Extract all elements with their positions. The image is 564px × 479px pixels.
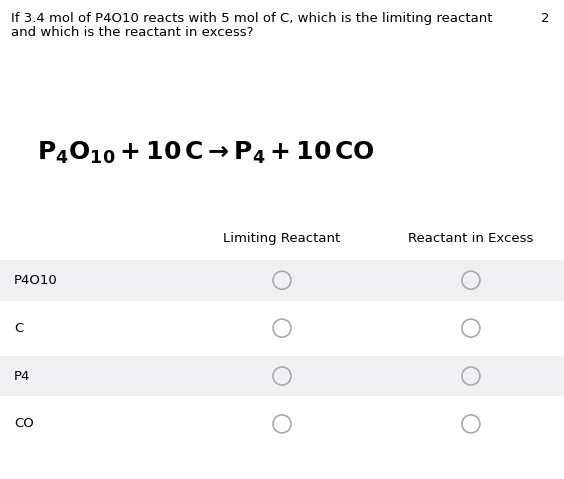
Text: If 3.4 mol of P4O10 reacts with 5 mol of C, which is the limiting reactant: If 3.4 mol of P4O10 reacts with 5 mol of…	[11, 12, 493, 25]
Text: P4O10: P4O10	[14, 274, 58, 287]
Text: P4: P4	[14, 369, 30, 383]
Text: CO: CO	[14, 417, 34, 431]
Text: 2: 2	[541, 12, 550, 25]
Text: $\mathbf{P_4O_{10} + 10\,C \rightarrow P_4 + 10\,CO}$: $\mathbf{P_4O_{10} + 10\,C \rightarrow P…	[37, 140, 374, 166]
Bar	[0, 260, 564, 301]
Text: and which is the reactant in excess?: and which is the reactant in excess?	[11, 26, 254, 39]
Bar	[0, 308, 564, 349]
Text: Limiting Reactant: Limiting Reactant	[223, 231, 341, 245]
Text: C: C	[14, 321, 23, 335]
Text: Reactant in Excess: Reactant in Excess	[408, 231, 534, 245]
Bar	[0, 403, 564, 445]
Bar	[0, 355, 564, 397]
